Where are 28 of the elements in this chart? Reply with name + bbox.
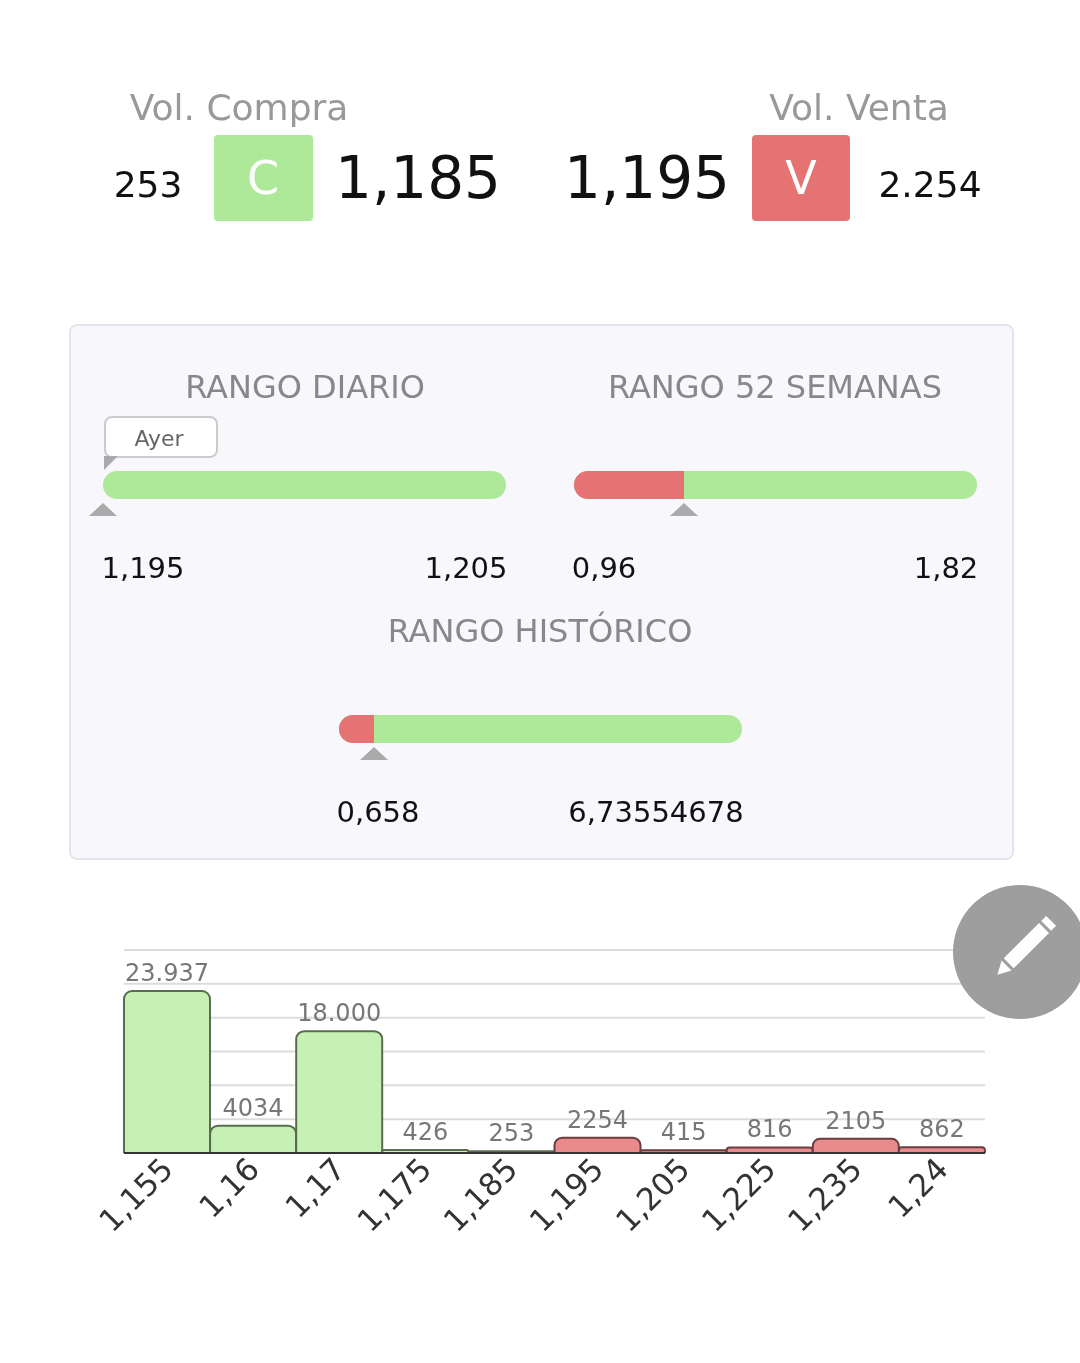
text: 253 (113, 163, 183, 205)
text: 1,82 (913, 551, 979, 585)
text: Vol. Venta (769, 86, 949, 128)
text: RANGO HISTÓRICO (387, 612, 693, 650)
data-label: 2254 (566, 1105, 629, 1134)
text: Ayer (134, 425, 184, 451)
text: 1,185 (334, 144, 502, 212)
data-label: 426 (402, 1118, 449, 1147)
text: 2.254 (878, 163, 982, 205)
data-label: 816 (746, 1115, 793, 1144)
text: 0,96 (571, 551, 637, 585)
data-label: 862 (918, 1115, 965, 1144)
data-label: 18.000 (297, 999, 382, 1028)
text: 6,73554678 (568, 795, 744, 829)
text: C (246, 151, 280, 205)
text: 1,205 (424, 551, 508, 585)
text: V (785, 151, 817, 205)
text: 1,195 (563, 144, 731, 212)
data-label: 2105 (825, 1106, 887, 1135)
text: Vol. Compra (129, 86, 349, 128)
data-label: 253 (488, 1119, 535, 1148)
data-label: 23.937 (125, 959, 209, 988)
data-label: 4034 (222, 1093, 284, 1122)
text: 1,195 (101, 551, 185, 585)
text: RANGO 52 SEMANAS (608, 368, 942, 406)
data-label: 415 (660, 1118, 707, 1147)
text: RANGO DIARIO (185, 368, 425, 406)
text: 0,658 (336, 795, 420, 829)
